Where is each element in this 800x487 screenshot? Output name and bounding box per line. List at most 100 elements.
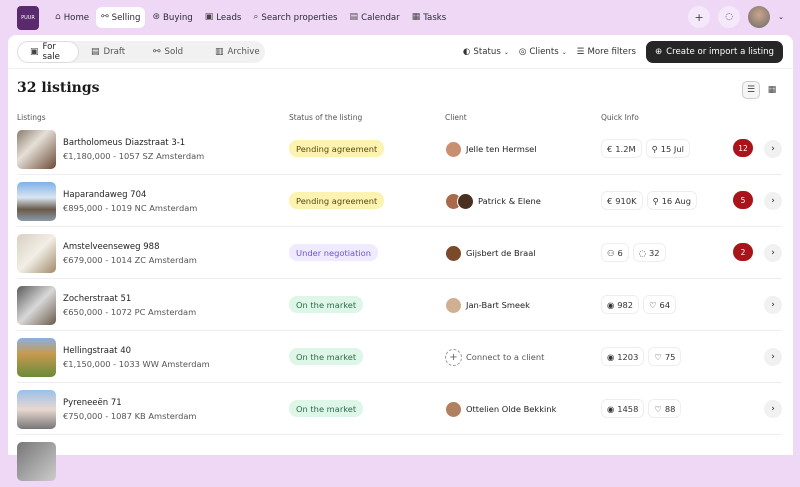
column-header-status: Status of the listing — [289, 113, 363, 122]
open-listing-button[interactable]: › — [764, 348, 782, 366]
listing-details: €895,000 - 1019 NC Amsterdam — [63, 203, 198, 213]
messages-button[interactable]: ◌ — [718, 6, 741, 28]
table-row[interactable]: Zocherstraat 51 €650,000 - 1072 PC Amste… — [17, 279, 782, 331]
divider — [8, 68, 793, 69]
chevron-right-icon: › — [771, 404, 775, 414]
listing-details: €1,150,000 - 1033 WW Amsterdam — [63, 359, 210, 369]
column-header-client: Client — [445, 113, 467, 122]
table-row[interactable] — [17, 435, 782, 487]
quick-info-chip: ♡ 64 — [643, 295, 677, 314]
nav-item-label: Calendar — [361, 12, 400, 23]
buying-icon: ⊛ — [152, 12, 161, 22]
listing-name[interactable]: Zocherstraat 51 — [63, 294, 132, 304]
client-cell[interactable]: + Connect to a client — [445, 348, 544, 366]
home-icon: ⌂ — [55, 12, 61, 22]
quick-info-chip: ♡ 88 — [648, 399, 682, 418]
nav-item-buying[interactable]: ⊛ Buying — [147, 7, 197, 28]
tab-for-sale[interactable]: ▣ For sale — [17, 41, 79, 63]
quick-info-chip: ⚲ 16 Aug — [646, 191, 698, 210]
status-badge: On the market — [289, 400, 364, 417]
open-listing-button[interactable]: › — [764, 140, 782, 158]
listing-name[interactable]: Amstelveenseweg 988 — [63, 242, 160, 252]
quick-info-chip: €1.2M — [601, 139, 642, 158]
table-row[interactable]: Hellingstraat 40 €1,150,000 - 1033 WW Am… — [17, 331, 782, 383]
listing-tabs: ▣ For sale ▤ Draft ⚯ Sold ▥ Archive — [17, 41, 265, 63]
table-row[interactable]: Bartholomeus Diazstraat 3-1 €1,180,000 -… — [17, 123, 782, 175]
chevron-down-icon: ⌄ — [561, 48, 567, 56]
listing-details: €679,000 - 1014 ZC Amsterdam — [63, 255, 197, 265]
status-filter[interactable]: ◐ Status ⌄ — [463, 47, 509, 57]
chat-icon: ◌ — [725, 12, 734, 22]
archive-icon: ▥ — [215, 46, 224, 57]
chevron-right-icon: › — [771, 248, 775, 258]
tasks-icon: ▦ — [411, 12, 421, 22]
quick-info-chip: ◌ 32 — [632, 243, 666, 262]
clients-filter[interactable]: ◎ Clients ⌄ — [519, 47, 567, 57]
quick-info-chip: ◉ 1203 — [601, 347, 645, 366]
notification-badge: 5 — [733, 191, 753, 209]
table-row[interactable]: Amstelveenseweg 988 €679,000 - 1014 ZC A… — [17, 227, 782, 279]
open-listing-button[interactable]: › — [764, 296, 782, 314]
listing-name[interactable]: Pyreneeën 71 — [63, 398, 122, 408]
chevron-down-icon: ⌄ — [503, 48, 509, 56]
quick-info-value: 6 — [617, 247, 623, 258]
quick-info-icon: ♡ — [649, 299, 657, 310]
listing-details: €650,000 - 1072 PC Amsterdam — [63, 307, 197, 317]
quick-info-value: 16 Aug — [661, 195, 692, 206]
quick-info-icon: ⚇ — [607, 247, 615, 258]
client-name: Jelle ten Hermsel — [466, 144, 537, 154]
open-listing-button[interactable]: › — [764, 244, 782, 262]
nav-item-tasks[interactable]: ▦ Tasks — [407, 7, 452, 28]
client-cell: Jelle ten Hermsel — [445, 140, 537, 158]
tab-archive[interactable]: ▥ Archive — [203, 41, 265, 63]
more-filters-button[interactable]: ☰ More filters — [577, 47, 636, 57]
client-name: Patrick & Elene — [478, 196, 541, 206]
nav-item-search-properties[interactable]: ⌕ Search properties — [248, 7, 342, 28]
status-badge: On the market — [289, 348, 364, 365]
add-client-icon: + — [445, 348, 462, 366]
nav-item-home[interactable]: ⌂ Home — [50, 7, 94, 28]
client-avatar — [445, 400, 462, 418]
add-button[interactable]: + — [688, 6, 711, 28]
tab-draft[interactable]: ▤ Draft — [79, 41, 141, 63]
table-row[interactable]: Pyreneeën 71 €750,000 - 1087 KB Amsterda… — [17, 383, 782, 435]
quick-info-value: 32 — [648, 247, 660, 258]
quick-info-value: 88 — [664, 403, 676, 414]
plus-circle-icon: ⊕ — [654, 47, 663, 57]
search-icon: ⌕ — [253, 12, 259, 22]
listing-name[interactable]: Hellingstraat 40 — [63, 346, 132, 356]
status-badge: Under negotiation — [289, 244, 378, 261]
quick-info-value: 64 — [659, 299, 671, 310]
clients-filter-label: Clients — [529, 47, 559, 57]
open-listing-button[interactable]: › — [764, 400, 782, 418]
open-listing-button[interactable]: › — [764, 192, 782, 210]
quick-info-chip: ◉ 1458 — [601, 399, 645, 418]
tab-sold[interactable]: ⚯ Sold — [141, 41, 203, 63]
quick-info-value: 75 — [664, 351, 676, 362]
client-avatar — [445, 140, 462, 158]
listing-name[interactable]: Bartholomeus Diazstraat 3-1 — [63, 138, 186, 148]
status-filter-label: Status — [473, 47, 501, 57]
quick-info-icon: ⚲ — [651, 143, 658, 154]
nav-item-selling[interactable]: ⚯ Selling — [96, 7, 146, 28]
chevron-down-icon[interactable]: ⌄ — [778, 13, 784, 21]
table-row[interactable]: Haparandaweg 704 €895,000 - 1019 NC Amst… — [17, 175, 782, 227]
nav-item-label: Home — [63, 12, 90, 23]
nav-item-label: Tasks — [423, 12, 447, 23]
nav-item-calendar[interactable]: ▤ Calendar — [345, 7, 405, 28]
chevron-right-icon: › — [771, 300, 775, 310]
nav-item-leads[interactable]: ▣ Leads — [200, 7, 247, 28]
tab-label: Archive — [227, 47, 260, 57]
grid-view-button[interactable]: ▦ — [763, 81, 781, 99]
logo[interactable]: PUUR — [17, 6, 39, 30]
quick-info-chip: ⚇ 6 — [601, 243, 629, 262]
grid-icon: ▦ — [767, 85, 777, 95]
list-view-button[interactable]: ☰ — [742, 81, 760, 99]
selling-icon: ⚯ — [101, 12, 109, 22]
user-avatar[interactable] — [748, 6, 771, 28]
quick-info-chip: ◉ 982 — [601, 295, 640, 314]
create-listing-button[interactable]: ⊕ Create or import a listing — [645, 41, 783, 63]
client-avatar — [457, 192, 474, 210]
listing-name[interactable]: Haparandaweg 704 — [63, 190, 147, 200]
client-avatar — [445, 244, 462, 262]
